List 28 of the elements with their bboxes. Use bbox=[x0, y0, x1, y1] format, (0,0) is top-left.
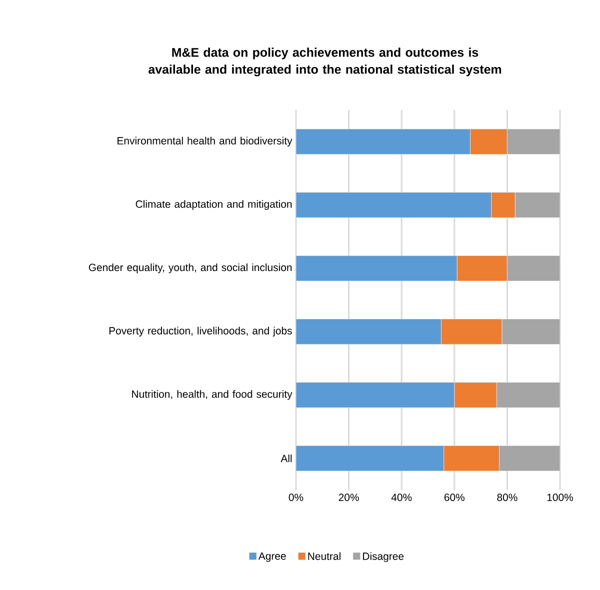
legend-label: Disagree bbox=[363, 552, 404, 562]
y-tick-label: All bbox=[280, 454, 292, 462]
bar bbox=[296, 128, 470, 154]
x-tick-label: 40% bbox=[391, 494, 412, 502]
chart-title: M&E data on policy achievements and outcomes is available and integrated into the national statistical system bbox=[148, 48, 502, 76]
legend-label: Agree bbox=[258, 552, 286, 562]
bar bbox=[296, 256, 458, 282]
x-tick-label: 20% bbox=[338, 494, 359, 502]
x-tick-label: 60% bbox=[444, 494, 464, 502]
bar bbox=[499, 446, 560, 472]
y-tick-label: Poverty reduction, livelihoods, and jobs bbox=[109, 326, 292, 337]
y-tick-label: Nutrition, health, and food security bbox=[132, 390, 292, 400]
y-tick-label: Climate adaptation and mitigation bbox=[136, 200, 292, 210]
bar bbox=[296, 382, 455, 408]
legend-label: Neutral bbox=[308, 552, 340, 560]
y-tick-label: Environmental health and biodiversity bbox=[118, 136, 292, 147]
y-tick-label: Gender equality, youth, and social inclusion bbox=[88, 263, 292, 274]
bar bbox=[507, 256, 560, 282]
bar bbox=[496, 382, 560, 408]
bar bbox=[514, 192, 560, 218]
bar bbox=[296, 192, 492, 218]
bar bbox=[502, 318, 560, 344]
x-tick-label: 80% bbox=[497, 494, 518, 502]
bar bbox=[296, 446, 444, 472]
x-tick-label: 100% bbox=[547, 494, 573, 502]
bar bbox=[296, 318, 442, 344]
bar bbox=[507, 128, 560, 154]
x-tick-label: 0% bbox=[288, 494, 304, 502]
